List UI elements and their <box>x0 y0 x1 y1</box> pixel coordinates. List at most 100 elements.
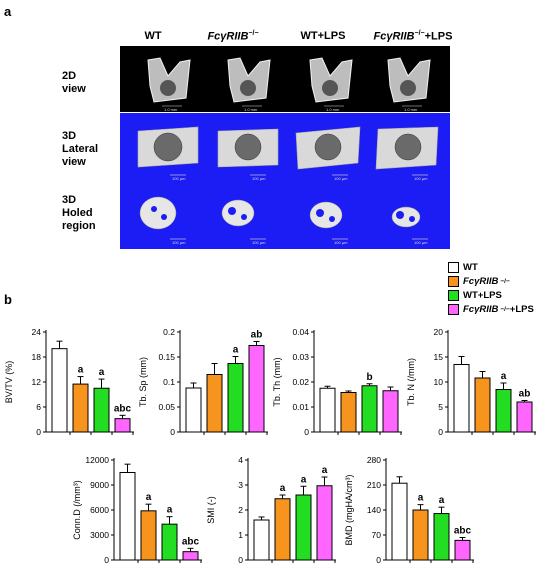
legend-swatch <box>448 262 459 273</box>
y-axis-label: Conn.D (/mm³) <box>72 480 82 540</box>
significance-label: a <box>280 483 286 494</box>
column-header-wt-lps: WT+LPS <box>300 30 346 42</box>
y-tick-label: 0.03 <box>292 352 309 362</box>
panel-a-letter: a <box>4 4 12 19</box>
y-tick-label: 0 <box>376 555 381 565</box>
y-axis-label: SMI (-) <box>206 496 216 524</box>
column-header-wt: WT <box>144 30 162 42</box>
svg-text:100 µm: 100 µm <box>252 240 266 245</box>
bar <box>454 539 471 561</box>
y-tick-label: 140 <box>367 505 381 515</box>
image-strip-2d: 1.0 mm 1.0 mm 1.0 mm 1.0 mm <box>120 46 450 112</box>
bar <box>182 551 199 561</box>
significance-label: ab <box>251 330 263 341</box>
svg-text:100 µm: 100 µm <box>334 176 348 181</box>
y-tick-label: 12000 <box>85 455 109 465</box>
significance-label: b <box>366 372 372 383</box>
bar <box>474 377 491 433</box>
scale-bar-label: 1.0 mm <box>404 107 418 112</box>
chart-bv-tv: BV/TV (%) 0 6 12 18 24 a a abc <box>4 327 134 437</box>
y-axis-label: BMD (mgHA/cm³) <box>344 475 354 546</box>
svg-text:100 µm: 100 µm <box>414 176 428 181</box>
significance-label: a <box>501 371 507 382</box>
bone-3d-images: 100 µm 100 µm 100 µm 100 µm 100 µm 100 µm 1… <box>137 126 439 245</box>
scale-bar-label: 1.0 mm <box>326 107 340 112</box>
y-tick-label: 9000 <box>90 480 109 490</box>
y-tick-label: 1 <box>238 530 243 540</box>
significance-label: a <box>439 495 445 506</box>
y-axis-label: Tb. N (/mm) <box>406 358 416 406</box>
column-header-knockout-lps: FcγRIIB−/−+LPS <box>373 30 453 43</box>
bar <box>361 385 378 433</box>
bar <box>295 494 312 561</box>
legend-item-knockout: FcγRIIB −/− <box>448 276 534 287</box>
chart-tb-sp: Tb. Sp (mm) 0 0.05 0.1 0.15 0.2 a ab <box>138 327 268 437</box>
chart-conn-d: Conn.D (/mm³) 0 3000 6000 9000 12000 a a abc <box>72 455 202 565</box>
bar <box>516 401 533 433</box>
bar <box>185 387 202 433</box>
y-tick-label: 5 <box>438 402 443 412</box>
svg-text:100 µm: 100 µm <box>172 240 186 245</box>
bone-2d-images: 1.0 mm 1.0 mm 1.0 mm 1.0 mm <box>147 57 431 112</box>
y-tick-label: 0.15 <box>158 352 175 362</box>
significance-label: a <box>418 493 424 504</box>
bar <box>51 348 68 433</box>
bar <box>453 364 470 433</box>
y-tick-label: 70 <box>372 530 382 540</box>
significance-label: a <box>78 365 84 376</box>
y-tick-label: 0 <box>304 427 309 437</box>
significance-label: abc <box>114 403 132 414</box>
significance-label: a <box>233 345 239 356</box>
significance-label: a <box>322 465 328 476</box>
significance-label: a <box>146 492 152 503</box>
y-tick-label: 3 <box>238 480 243 490</box>
bar <box>274 498 291 561</box>
bar <box>248 345 265 433</box>
scale-bar-label: 1.0 mm <box>164 107 178 112</box>
bar <box>495 389 512 433</box>
bar <box>72 383 89 433</box>
image-strip-3d: 100 µm 100 µm 100 µm 100 µm 100 µm 100 µm 1… <box>120 113 450 249</box>
y-tick-label: 10 <box>434 377 444 387</box>
bar <box>316 485 333 561</box>
y-tick-label: 6000 <box>90 505 109 515</box>
svg-text:100 µm: 100 µm <box>172 176 186 181</box>
bar <box>227 363 244 433</box>
bar <box>340 392 357 433</box>
chart-smi: SMI (-) 0 1 2 3 4 a a a <box>206 455 336 565</box>
svg-text:100 µm: 100 µm <box>334 240 348 245</box>
y-tick-label: 3000 <box>90 530 109 540</box>
bar <box>119 472 136 561</box>
y-tick-label: 0 <box>438 427 443 437</box>
significance-label: a <box>99 367 105 378</box>
legend-item-wt: WT <box>448 262 534 273</box>
chart-bmd: BMD (mgHA/cm³) 0 70 140 210 280 a a abc <box>344 455 474 565</box>
y-tick-label: 0 <box>170 427 175 437</box>
y-tick-label: 20 <box>434 327 444 337</box>
legend-item-knockout-lps: FcγRIIB −/− +LPS <box>448 304 534 315</box>
panel-b-letter: b <box>4 292 12 307</box>
y-tick-label: 0.02 <box>292 377 309 387</box>
y-tick-label: 0 <box>36 427 41 437</box>
bar <box>253 519 270 561</box>
bar <box>319 387 336 433</box>
legend-swatch <box>448 304 459 315</box>
significance-label: abc <box>182 536 200 547</box>
y-tick-label: 0.1 <box>163 377 175 387</box>
bar <box>382 390 399 433</box>
y-tick-label: 0.2 <box>163 327 175 337</box>
y-tick-label: 2 <box>238 505 243 515</box>
bar <box>391 482 408 561</box>
y-tick-label: 18 <box>32 352 42 362</box>
chart-tb-th: Tb. Th (mm) 0 0.01 0.02 0.03 0.04 b <box>272 327 402 437</box>
legend: WT FcγRIIB −/− WT+LPS FcγRIIB −/− +LPS <box>448 262 534 315</box>
y-tick-label: 0 <box>104 555 109 565</box>
row-label-3d-holed: 3D Holed region <box>62 194 96 232</box>
y-tick-label: 0 <box>238 555 243 565</box>
legend-swatch <box>448 276 459 287</box>
column-header-knockout: FcγRIIB−/− <box>207 30 259 43</box>
significance-label: abc <box>454 526 472 537</box>
bar <box>412 509 429 561</box>
y-axis-label: Tb. Th (mm) <box>272 357 282 406</box>
y-tick-label: 4 <box>238 455 243 465</box>
